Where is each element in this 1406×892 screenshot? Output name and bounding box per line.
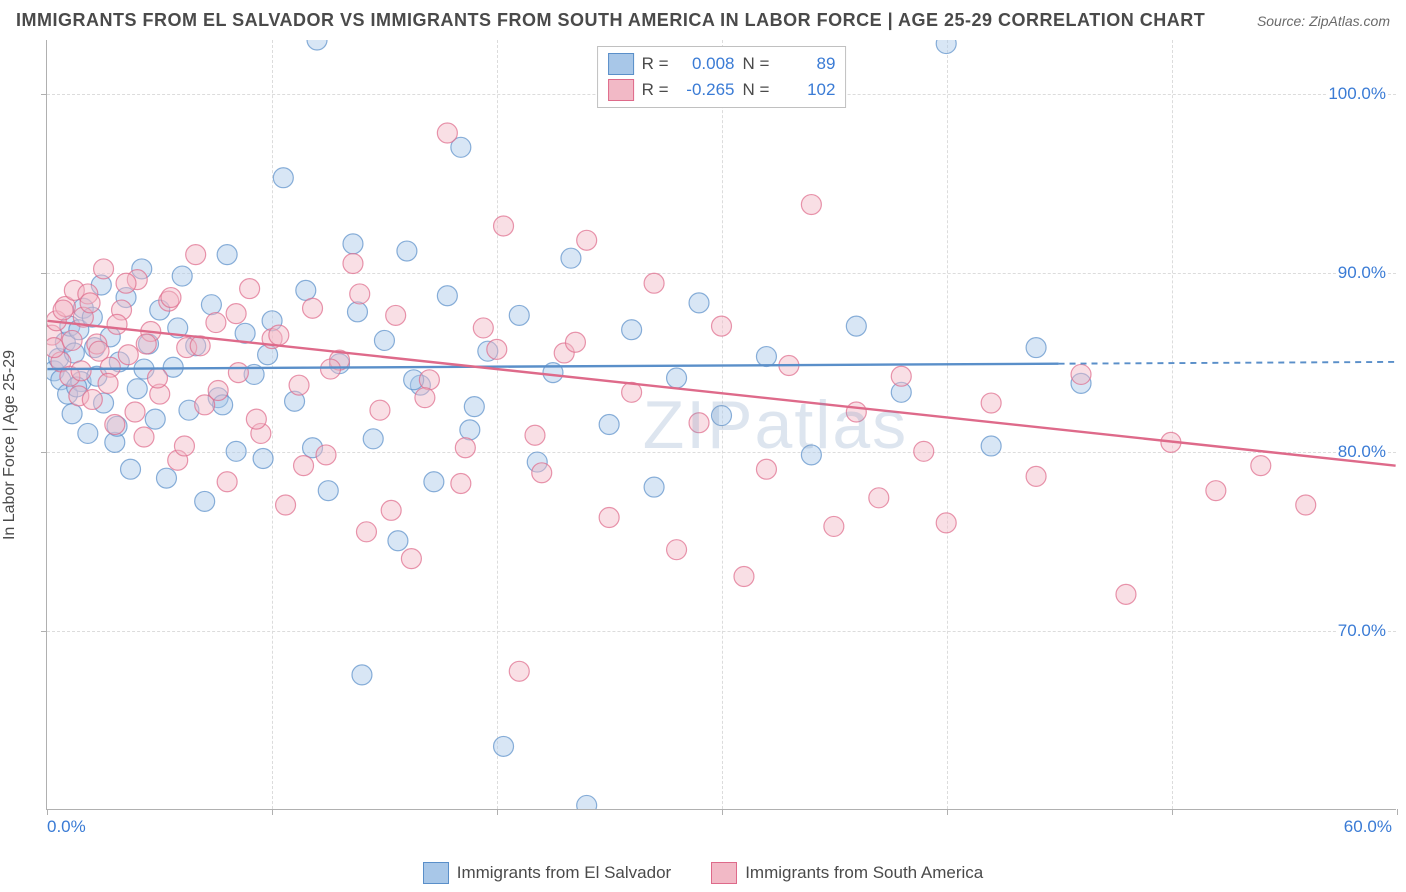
y-axis-label: In Labor Force | Age 25-29 xyxy=(1,350,19,540)
legend-swatch-icon xyxy=(608,53,634,75)
scatter-plot xyxy=(47,40,1396,809)
n-label: N = xyxy=(743,54,770,74)
r-label: R = xyxy=(642,54,669,74)
r-value: 0.008 xyxy=(677,54,735,74)
plot-area: R = 0.008 N = 89 R = -0.265 N = 102 ZIPa… xyxy=(46,40,1396,810)
n-value: 102 xyxy=(777,80,835,100)
n-value: 89 xyxy=(777,54,835,74)
r-label: R = xyxy=(642,80,669,100)
correlation-legend-row: R = 0.008 N = 89 xyxy=(608,51,836,77)
bottom-legend-item: Immigrants from El Salvador xyxy=(423,862,671,884)
legend-swatch-icon xyxy=(423,862,449,884)
legend-series-label: Immigrants from South America xyxy=(745,863,983,883)
n-label: N = xyxy=(743,80,770,100)
source-credit: Source: ZipAtlas.com xyxy=(1257,13,1390,29)
bottom-legend-item: Immigrants from South America xyxy=(711,862,983,884)
bottom-legend: Immigrants from El Salvador Immigrants f… xyxy=(0,862,1406,884)
x-axis-min-label: 0.0% xyxy=(47,817,86,837)
header-bar: IMMIGRANTS FROM EL SALVADOR VS IMMIGRANT… xyxy=(0,0,1406,37)
legend-series-label: Immigrants from El Salvador xyxy=(457,863,671,883)
correlation-legend-row: R = -0.265 N = 102 xyxy=(608,77,836,103)
r-value: -0.265 xyxy=(677,80,735,100)
chart-title: IMMIGRANTS FROM EL SALVADOR VS IMMIGRANT… xyxy=(16,10,1205,31)
legend-swatch-icon xyxy=(711,862,737,884)
x-axis-max-label: 60.0% xyxy=(1344,817,1392,837)
legend-swatch-icon xyxy=(608,79,634,101)
chart-wrap: In Labor Force | Age 25-29 R = 0.008 N =… xyxy=(0,40,1406,850)
correlation-legend: R = 0.008 N = 89 R = -0.265 N = 102 xyxy=(597,46,847,108)
